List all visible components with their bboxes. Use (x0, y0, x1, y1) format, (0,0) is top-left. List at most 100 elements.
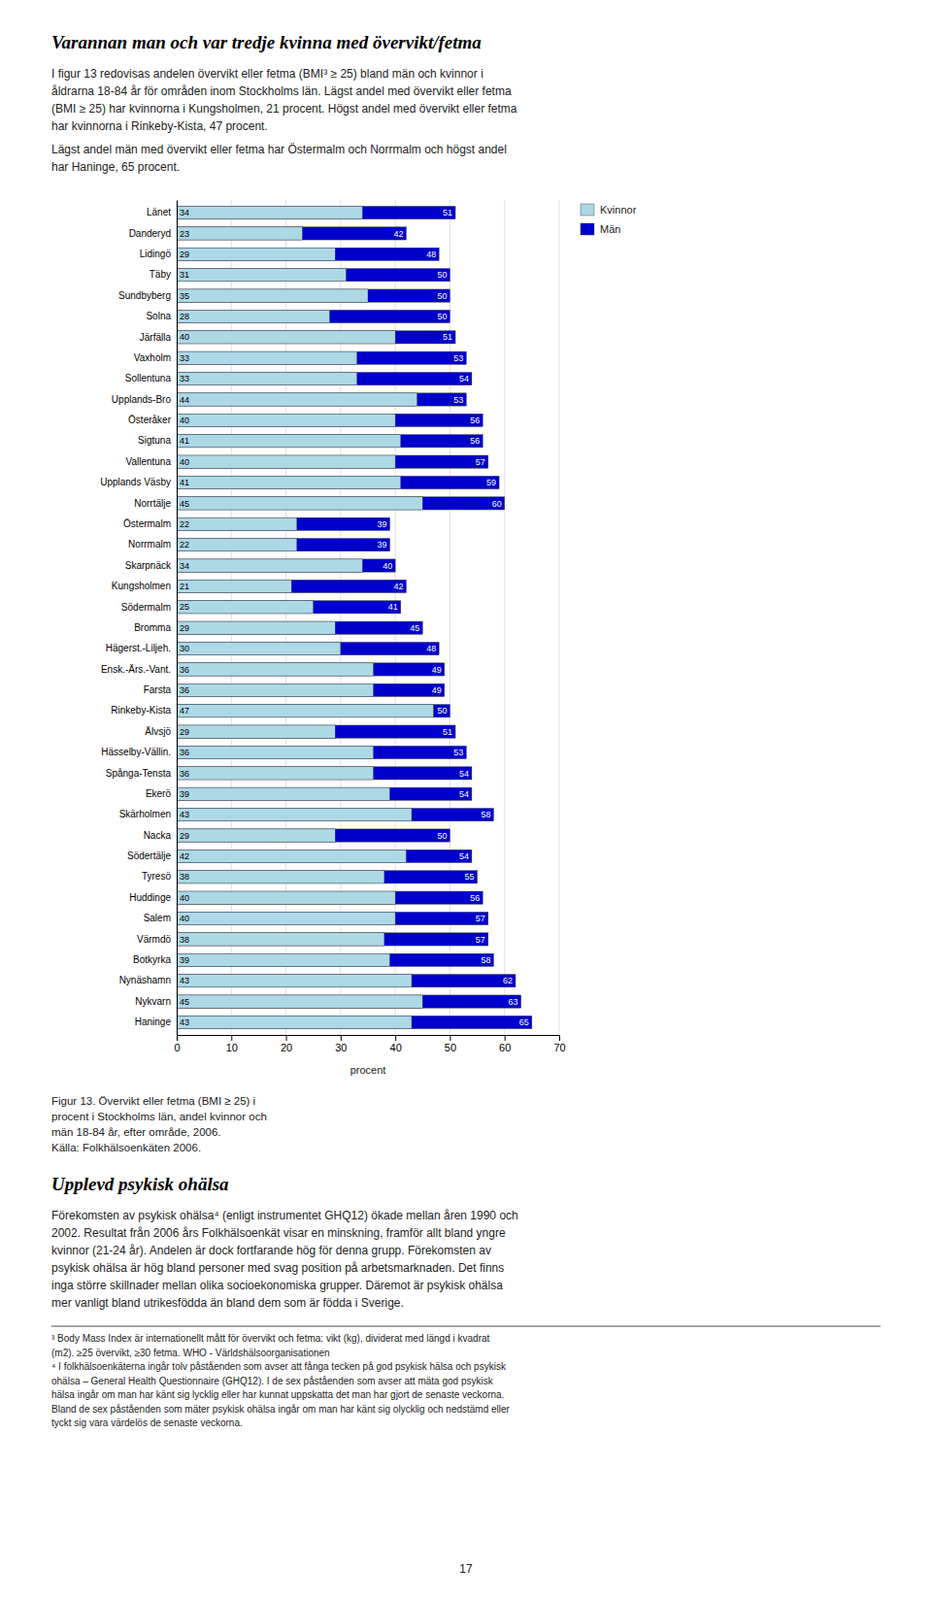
data-label: 57 (475, 457, 486, 467)
section-title: Upplevd psykisk ohälsa (51, 1173, 230, 1195)
bar (176, 455, 396, 468)
x-tick-label: 50 (444, 1041, 457, 1054)
y-tick-label: Kungsholmen (111, 580, 171, 592)
y-tick-label: Vaxholm (133, 352, 171, 364)
data-label: 42 (393, 581, 403, 592)
data-label: 58 (480, 809, 491, 820)
data-label: 43 (179, 1017, 190, 1028)
data-label: 23 (179, 229, 190, 239)
data-label: 54 (459, 768, 469, 779)
x-tick: 0 (173, 1034, 180, 1054)
bar (176, 434, 401, 448)
y-tick: Sigtuna (137, 434, 171, 446)
data-label: 57 (475, 913, 486, 924)
bar (176, 953, 494, 966)
footnote-line: Bland de sex påståenden som mäter psykis… (51, 1403, 511, 1415)
bar (176, 600, 401, 614)
y-tick: Spånga-Tensta (105, 767, 172, 779)
bar (176, 1015, 412, 1029)
caption-line: Figur 13. Övervikt eller fetma (BMI ≥ 25… (51, 1095, 256, 1107)
y-tick: Järfälla (139, 332, 172, 343)
bar (176, 849, 472, 863)
y-tick-label: Östermalm (123, 518, 171, 530)
data-label: 50 (436, 291, 447, 301)
y-tick-label: Farsta (143, 684, 172, 696)
x-axis-line (177, 1035, 561, 1042)
y-tick-label: Upplands-Bro (111, 394, 172, 405)
x-tick-mark (449, 1034, 451, 1041)
y-tick: Salem (143, 912, 171, 924)
bar (176, 745, 466, 759)
footnote-line: ohälsa – General Health Questionnaire (G… (51, 1375, 495, 1387)
legend-item: Kvinnor (580, 203, 637, 216)
bar (176, 247, 335, 261)
y-tick-label: Vallentuna (125, 456, 171, 467)
bar-series (176, 205, 533, 1029)
y-tick: Nynäshamn (119, 974, 171, 986)
section-line: psykisk ohälsa är hög bland personer med… (51, 1261, 504, 1275)
x-tick-label: 30 (334, 1041, 347, 1054)
bar (176, 995, 423, 1008)
x-tick-mark (340, 1034, 342, 1041)
y-tick: Bromma (133, 622, 171, 633)
bar (176, 538, 298, 552)
footnote-line: (m2). ≥25 övervikt, ≥30 fetma. WHO - Vär… (51, 1347, 331, 1359)
bar (176, 497, 423, 510)
data-label: 38 (179, 871, 190, 882)
y-tick-label: Spånga-Tensta (105, 767, 172, 779)
y-tick-label: Österåker (128, 414, 172, 426)
intro-line: har kvinnorna i Rinkeby-Kista, 47 procen… (51, 119, 268, 134)
data-label: 54 (459, 851, 469, 862)
data-label: 38 (179, 934, 190, 945)
y-tick: Haninge (134, 1016, 172, 1028)
y-tick: Nacka (143, 830, 172, 841)
bar (176, 911, 396, 925)
data-label: 21 (179, 581, 190, 592)
data-label: 58 (480, 955, 491, 966)
data-label: 51 (442, 207, 453, 218)
y-tick: Vallentuna (125, 456, 171, 467)
data-label: 43 (179, 975, 190, 986)
y-tick: Rinkeby-Kista (110, 704, 171, 716)
data-label: 22 (179, 519, 190, 530)
y-tick: Danderyd (129, 228, 171, 239)
data-label: 48 (426, 249, 436, 260)
data-label: 35 (179, 291, 190, 301)
bar (176, 309, 331, 323)
bar (176, 725, 335, 738)
bar (176, 766, 374, 780)
y-tick: Botkyrka (133, 954, 171, 966)
section-line: mer vanligt bland utrikesfödda än bland … (51, 1296, 404, 1310)
bar (176, 371, 358, 385)
x-tick: 40 (390, 1034, 402, 1054)
data-label: 29 (179, 249, 190, 260)
data-label: 39 (179, 789, 190, 799)
y-tick: Hässelby-Vällin. (100, 746, 171, 758)
intro-line: åldrarna 18-84 år för områden inom Stock… (51, 84, 512, 99)
y-tick-label: Tyresö (141, 870, 171, 882)
bar (176, 932, 489, 946)
y-tick-label: Huddinge (129, 892, 171, 903)
y-tick: Sundbyberg (118, 290, 171, 301)
y-tick: Skarpnäck (125, 560, 172, 571)
x-tick: 30 (334, 1034, 347, 1054)
data-labels: 3423293135284033334440414041452222342125… (179, 207, 530, 1028)
y-tick: Älvsjö (144, 726, 171, 737)
y-tick-label: Nynäshamn (119, 974, 171, 986)
y-tick: Södermalm (121, 601, 171, 613)
y-tick: Norrtälje (133, 498, 171, 509)
x-tick: 10 (226, 1034, 238, 1054)
data-label: 60 (492, 499, 502, 509)
bar (176, 351, 466, 365)
grid-line (395, 199, 397, 1035)
data-label: 62 (502, 975, 513, 986)
x-tick-label: 0 (173, 1041, 180, 1054)
data-label: 65 (519, 1017, 530, 1028)
data-label: 43 (179, 809, 190, 820)
page-number: 17 (459, 1562, 473, 1576)
data-label: 51 (442, 332, 453, 342)
data-label: 41 (388, 601, 399, 612)
y-tick-label: Skarpnäck (125, 560, 172, 571)
caption-line: Källa: Folkhälsoenkäten 2006. (51, 1141, 201, 1154)
y-tick-label: Skärholmen (119, 808, 171, 820)
